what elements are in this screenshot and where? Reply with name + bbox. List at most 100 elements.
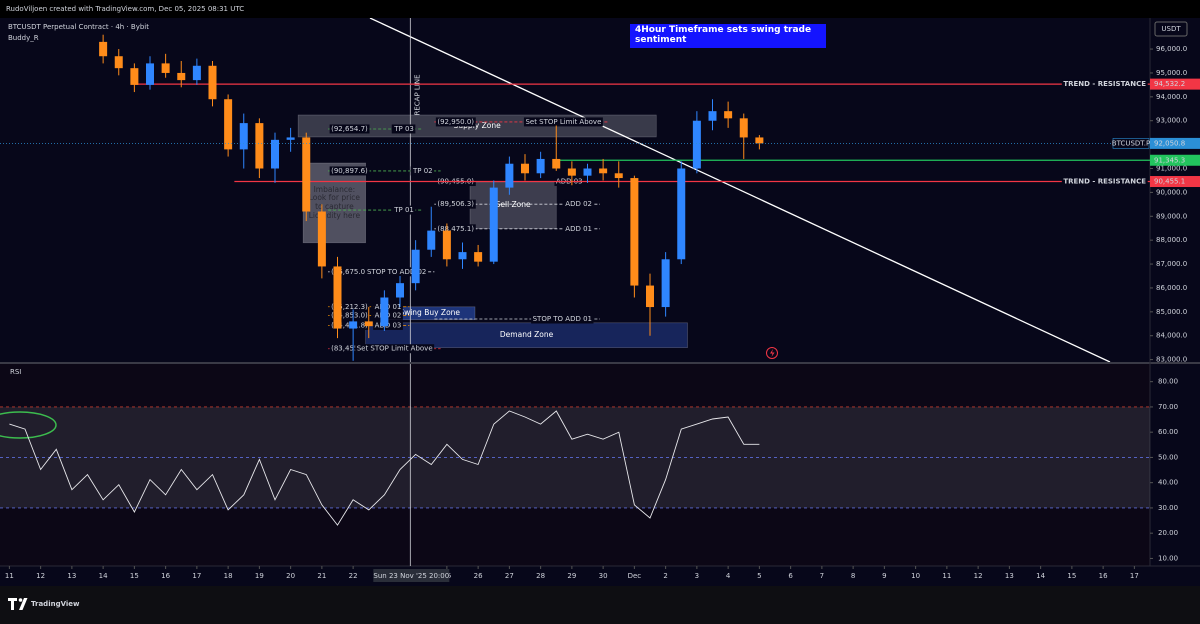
last-price-name-box [1112, 138, 1150, 149]
x-tick-label: 18 [224, 572, 233, 580]
label-background [531, 314, 594, 324]
level-tag [1150, 78, 1200, 90]
candle-body [755, 137, 764, 144]
candle-body [646, 285, 654, 308]
target-name: TP 02 [412, 167, 433, 175]
y-tick-label: 88,000.0 [1156, 236, 1187, 244]
candle-body [411, 249, 420, 284]
label-background [329, 344, 370, 354]
candle-body [567, 168, 576, 176]
candle-body [114, 56, 123, 69]
rsi-panel [0, 364, 1150, 566]
rsi-y-tick-label: 30.00 [1158, 504, 1178, 512]
candle-body [614, 173, 623, 179]
unit-box [1154, 21, 1188, 37]
last-price-name: BTCUSDT.P [1112, 139, 1150, 147]
zone-label: Supply Zone [453, 120, 501, 130]
x-tick-label: 14 [1036, 572, 1045, 580]
y-tick-label: 84,000.0 [1156, 332, 1187, 340]
zone-label: Demand Zone [499, 329, 554, 339]
x-tick-label: 7 [820, 572, 824, 580]
level-tag-label: 94,532.2 [1154, 80, 1185, 88]
target-name: STOP TO ADD 01 [533, 315, 592, 323]
rsi-line [9, 410, 760, 526]
x-tick-label: 15 [1067, 572, 1076, 580]
zone-label-box: Demand Zone [499, 329, 554, 339]
candle-body [427, 230, 436, 250]
candle-body [724, 111, 733, 119]
candle-body [442, 230, 451, 260]
y-tick-label: 83,000.0 [1156, 356, 1187, 364]
y-tick-label: 94,000.0 [1156, 93, 1187, 101]
candle-body [302, 137, 311, 212]
price-panel [0, 18, 1150, 362]
y-tick-label: 93,000.0 [1156, 117, 1187, 125]
crosshair-label-box [373, 569, 450, 582]
y-tick-label: 86,000.0 [1156, 284, 1187, 292]
zone-label: Imbalance: Look for price to capture Liq… [308, 184, 361, 220]
highlight-ellipse [0, 411, 57, 439]
label-background [329, 310, 370, 320]
x-tick-label: 20 [286, 572, 295, 580]
x-tick-label: 14 [99, 572, 108, 580]
zone [469, 181, 557, 230]
candle-body [599, 168, 608, 174]
candle-body [161, 63, 170, 73]
x-tick-label: 5 [757, 572, 761, 580]
candle-body [177, 72, 186, 81]
zone-label-box: Imbalance: Look for price to capture Liq… [308, 184, 361, 220]
zone-label-box: Swing Buy Zone [399, 307, 461, 317]
rsi-y-tick-label: 50.00 [1158, 453, 1178, 461]
x-tick-label: 6 [788, 572, 793, 580]
candle-body [208, 65, 217, 100]
x-tick-label: 30 [599, 572, 608, 580]
alert-bolt [770, 349, 775, 357]
target-name: TP 03 [393, 125, 414, 133]
unit-label: USDT [1161, 25, 1181, 33]
zone-label-box: Supply Zone [453, 120, 501, 130]
label-background [329, 124, 370, 134]
candle-body [255, 123, 264, 169]
zone-label: Swing Buy Zone [399, 307, 461, 317]
candle-body [286, 137, 295, 140]
price-plot: Supply Zone Imbalance: Look for price to … [0, 18, 1150, 362]
candle-body [317, 211, 326, 267]
candle-body [380, 297, 389, 327]
panel-separator [0, 362, 1200, 364]
x-tick-label: 22 [349, 572, 358, 580]
rsi-title: RSI [10, 368, 21, 376]
target-value-label: (90,897.6) [331, 167, 368, 175]
credit: RudoViljoen created with TradingView.com… [6, 5, 244, 13]
candle-body [224, 99, 233, 150]
logo-mark [18, 598, 23, 602]
target-value-label: (84,853.0) [331, 311, 368, 319]
level-tag-label: 90,455.1 [1154, 178, 1185, 186]
level-name: TREND - RESISTANCE [1063, 80, 1146, 88]
candle-body [677, 168, 686, 260]
indicator-author: Buddy_R [8, 34, 39, 42]
alert-circle [766, 347, 778, 359]
label-background [329, 166, 370, 176]
candle-body [739, 118, 748, 138]
rsi-y-tick-label: 70.00 [1158, 403, 1178, 411]
label-background [523, 117, 603, 127]
candle-body [552, 158, 561, 169]
candle-body [692, 120, 701, 169]
zone [302, 162, 366, 244]
x-tick-label: 4 [726, 572, 731, 580]
x-tick-label: 28 [536, 572, 545, 580]
candle-body [364, 321, 373, 327]
candle-body [99, 41, 108, 57]
target-name: STOP TO ADD 02 [367, 268, 426, 276]
y-tick-label: 85,000.0 [1156, 308, 1187, 316]
candle-body [505, 163, 514, 188]
x-tick-label: 27 [505, 572, 514, 580]
rsi-plot [0, 364, 1150, 566]
label-background [435, 224, 476, 234]
rsi-y-tick-label: 20.00 [1158, 529, 1178, 537]
header-bar [0, 0, 1200, 18]
y-tick-label: 91,000.0 [1156, 165, 1187, 173]
level-tag [1150, 154, 1200, 166]
candle-body [239, 123, 248, 150]
x-tick-label: 13 [67, 572, 76, 580]
